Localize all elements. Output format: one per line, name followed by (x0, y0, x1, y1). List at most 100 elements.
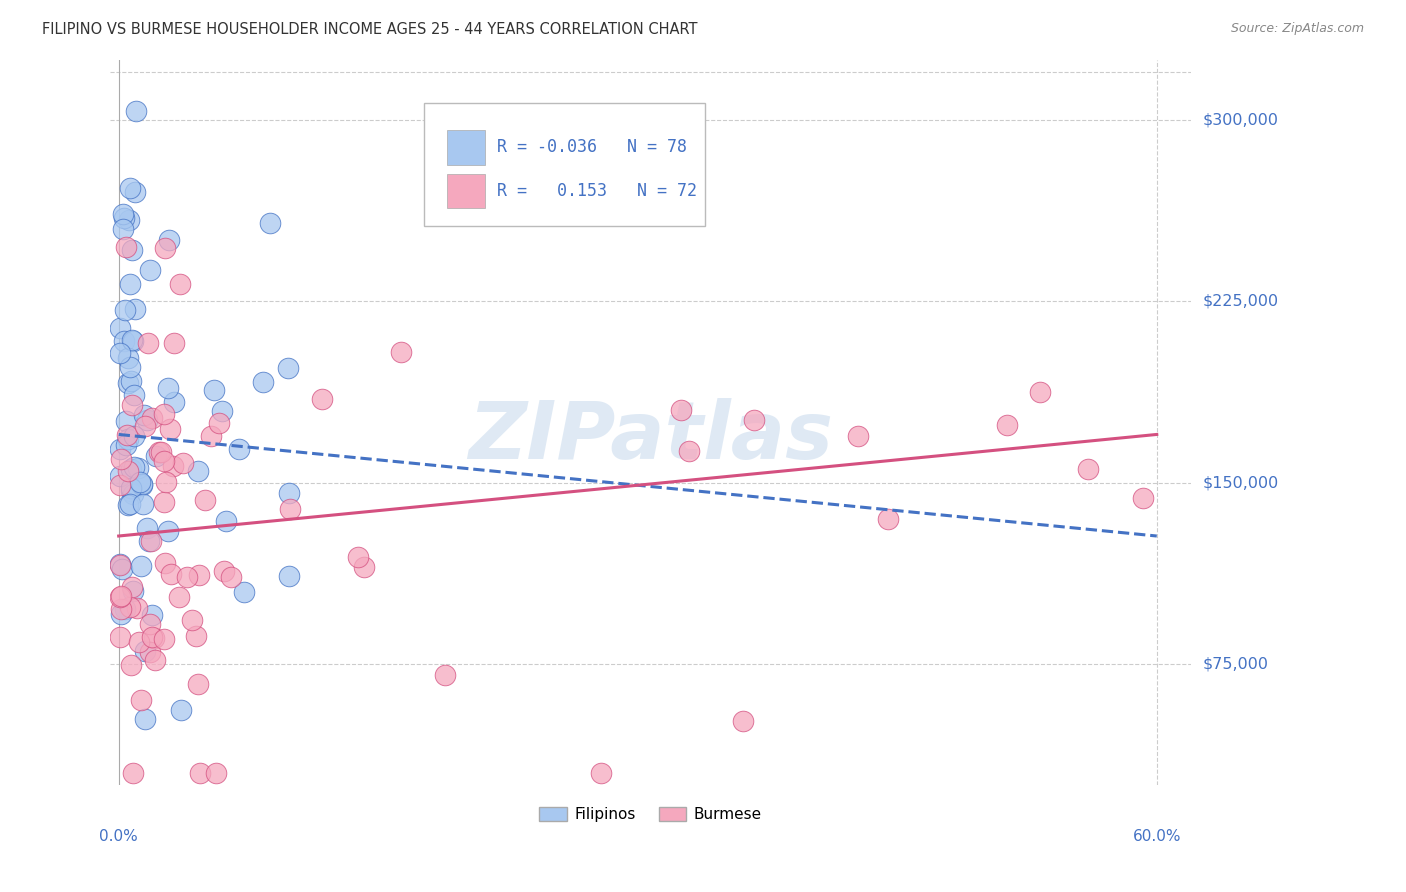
Point (211, 404, 233, 418)
Point (120, 497, 142, 511)
Point (212, 564, 235, 578)
Text: $225,000: $225,000 (1202, 294, 1278, 309)
Point (120, 181, 142, 195)
Point (669, 403, 692, 417)
Point (141, 630, 163, 644)
Point (129, 559, 152, 574)
Point (111, 562, 134, 576)
Point (121, 333, 143, 347)
Text: $300,000: $300,000 (1202, 112, 1278, 128)
Point (172, 457, 194, 471)
Point (162, 459, 184, 474)
Point (143, 632, 166, 646)
Text: FILIPINO VS BURMESE HOUSEHOLDER INCOME AGES 25 - 44 YEARS CORRELATION CHART: FILIPINO VS BURMESE HOUSEHOLDER INCOME A… (42, 22, 697, 37)
Point (215, 514, 238, 528)
Point (278, 486, 301, 500)
Point (1077, 461, 1099, 475)
Text: R = -0.036   N = 78: R = -0.036 N = 78 (498, 138, 688, 156)
Point (155, 557, 177, 571)
Point (110, 589, 132, 603)
Point (128, 475, 150, 489)
Point (117, 499, 139, 513)
Point (117, 213, 139, 227)
Point (156, 524, 179, 538)
Point (259, 216, 281, 230)
Point (139, 263, 162, 277)
Point (145, 653, 167, 667)
Point (280, 502, 302, 516)
Point (112, 211, 135, 225)
Point (202, 383, 225, 397)
Point (176, 570, 198, 584)
Point (167, 590, 190, 604)
Point (110, 607, 132, 621)
Point (876, 512, 898, 526)
Point (187, 677, 209, 691)
Point (148, 445, 170, 459)
Point (170, 703, 193, 717)
Point (389, 344, 412, 359)
Point (145, 449, 167, 463)
Point (110, 469, 132, 483)
Point (157, 381, 180, 395)
Point (139, 616, 162, 631)
Point (187, 567, 209, 582)
Point (188, 766, 211, 780)
Point (117, 432, 139, 446)
Point (678, 443, 700, 458)
Point (125, 104, 148, 119)
Point (115, 438, 138, 452)
Point (110, 590, 132, 604)
Text: 60.0%: 60.0% (1132, 829, 1181, 844)
Point (114, 602, 136, 616)
Point (134, 644, 156, 658)
Point (129, 693, 152, 707)
Point (111, 221, 134, 235)
Point (1132, 491, 1154, 505)
Point (157, 233, 180, 247)
Point (114, 303, 136, 318)
Point (153, 453, 176, 467)
Point (114, 414, 136, 428)
Point (117, 464, 139, 478)
Text: ZIPatlas: ZIPatlas (468, 398, 834, 475)
Point (347, 550, 370, 565)
Point (110, 442, 132, 456)
Point (150, 445, 173, 459)
Text: R =   0.153   N = 72: R = 0.153 N = 72 (498, 182, 697, 200)
Point (131, 477, 153, 491)
Point (127, 460, 149, 475)
Text: 0.0%: 0.0% (100, 829, 138, 844)
Point (160, 567, 183, 582)
Point (138, 645, 160, 659)
Point (120, 481, 142, 495)
Point (139, 533, 162, 548)
Point (141, 411, 163, 425)
Point (124, 186, 146, 200)
Point (115, 240, 138, 254)
Point (112, 207, 135, 221)
Point (135, 412, 157, 426)
Point (124, 302, 146, 317)
FancyBboxPatch shape (447, 130, 485, 165)
Point (118, 599, 141, 614)
Point (134, 712, 156, 726)
Point (122, 487, 145, 501)
Point (120, 484, 142, 499)
Point (131, 477, 153, 491)
Point (118, 277, 141, 292)
Point (163, 394, 186, 409)
Point (228, 442, 250, 456)
Point (995, 418, 1018, 433)
Point (121, 398, 143, 412)
Point (122, 460, 145, 475)
Point (120, 462, 142, 476)
Point (163, 336, 186, 351)
Point (110, 630, 132, 644)
Point (219, 570, 242, 584)
Point (1029, 385, 1052, 400)
Point (232, 585, 254, 599)
Point (134, 418, 156, 433)
Point (120, 657, 142, 672)
Point (152, 632, 174, 647)
